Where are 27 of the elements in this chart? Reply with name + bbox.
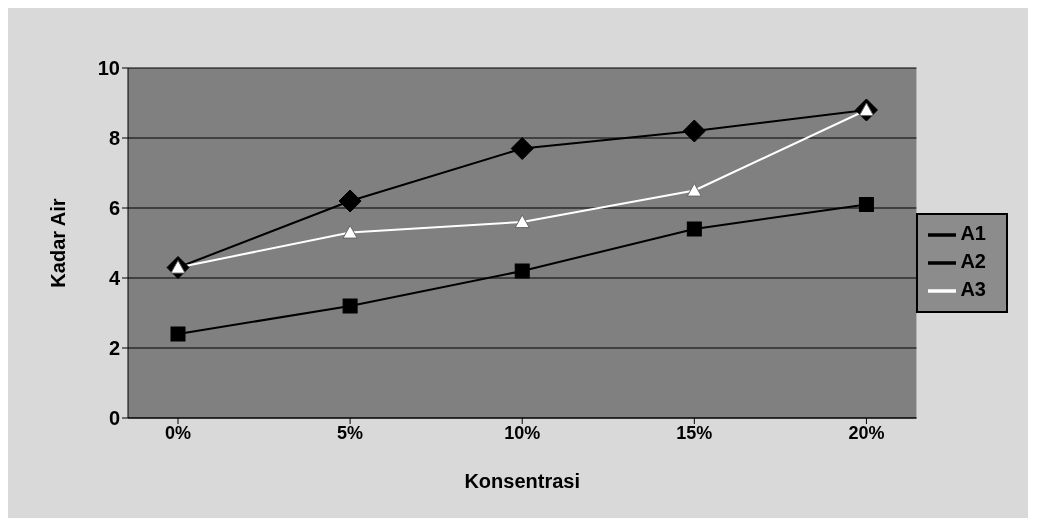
x-tick-label: 10%: [504, 422, 541, 443]
point: [510, 137, 534, 160]
point: [514, 263, 530, 279]
x-axis-title: Konsentrasi: [464, 470, 581, 492]
y-tick-label: 0: [108, 407, 120, 430]
y-tick-label: 4: [108, 267, 121, 290]
point: [686, 183, 702, 197]
point: [686, 221, 702, 237]
point: [342, 298, 358, 314]
x-tick-label: 0%: [164, 422, 192, 443]
point: [338, 189, 362, 213]
point: [170, 326, 186, 342]
y-tick-label: 10: [97, 57, 120, 80]
legend-label: A2: [960, 250, 986, 273]
x-tick-label: 15%: [676, 422, 713, 443]
point: [514, 214, 530, 229]
point: [342, 225, 358, 239]
point: [858, 197, 874, 212]
legend-label: A3: [960, 278, 986, 301]
x-tick-label: 5%: [337, 422, 364, 443]
y-tick-label: 6: [108, 197, 120, 220]
point: [682, 119, 706, 143]
y-tick-label: 8: [108, 127, 120, 150]
legend-label: A1: [960, 222, 986, 245]
y-tick-label: 2: [108, 337, 120, 360]
y-axis-title: Kadar Air: [47, 198, 70, 288]
x-tick-label: 20%: [848, 422, 885, 443]
